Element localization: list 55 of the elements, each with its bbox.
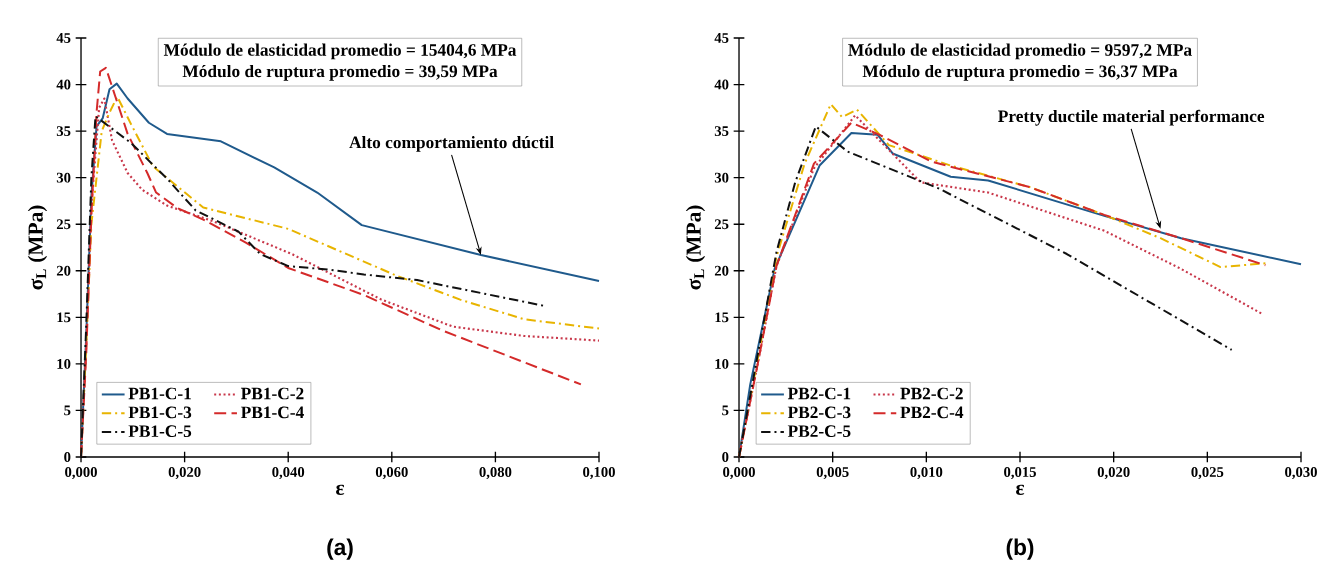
y-tick-label: 10 bbox=[715, 358, 729, 369]
x-tick-label: 0,080 bbox=[479, 467, 512, 480]
chart-title: Módulo de elasticidad promedio = 15404,6 MPa bbox=[163, 43, 517, 60]
y-tick-label: 35 bbox=[56, 126, 71, 137]
y-tick-label: 5 bbox=[722, 405, 729, 416]
legend-label: PB1-C-1 bbox=[128, 387, 191, 400]
y-tick-label: 0 bbox=[722, 452, 729, 462]
x-tick-label: 0,005 bbox=[816, 467, 849, 480]
y-tick-label: 10 bbox=[57, 358, 71, 369]
y-tick-label: 40 bbox=[714, 79, 729, 90]
y-tick-label: 45 bbox=[56, 33, 71, 43]
x-axis-title: ε bbox=[1016, 484, 1025, 495]
y-axis-title: σ$_{L}$ (MPa) bbox=[685, 205, 706, 290]
legend-label: PB2-C-3 bbox=[787, 406, 851, 419]
legend-label: PB1-C-3 bbox=[128, 406, 192, 419]
y-tick-label: 0 bbox=[64, 452, 71, 462]
y-tick-label: 15 bbox=[715, 312, 729, 323]
y-tick-label: 30 bbox=[714, 172, 729, 183]
y-tick-label: 20 bbox=[56, 265, 71, 276]
legend-label: PB1-C-4 bbox=[240, 406, 304, 419]
x-tick-label: 0,030 bbox=[1285, 467, 1317, 480]
x-tick-label: 0,020 bbox=[168, 467, 201, 480]
legend-label: PB2-C-5 bbox=[787, 425, 851, 437]
x-tick-label: 0,060 bbox=[375, 467, 408, 480]
text: Módulo de ruptura promedio = 36,37 MPa bbox=[862, 64, 1178, 81]
y-tick-label: 25 bbox=[714, 219, 729, 230]
x-tick-label: 0,040 bbox=[272, 467, 305, 480]
annotation: Alto comportamiento dúctil bbox=[349, 136, 554, 152]
chart-title: Módulo de elasticidad promedio = 9597,2 MPa bbox=[848, 43, 1192, 60]
y-tick-label: 20 bbox=[714, 265, 729, 276]
x-tick-label: 0,025 bbox=[1191, 467, 1224, 480]
y-tick-label: 5 bbox=[64, 405, 71, 416]
y-tick-label: 30 bbox=[56, 172, 71, 183]
x-axis-title: ε bbox=[336, 484, 345, 495]
y-tick-label: 15 bbox=[57, 312, 71, 323]
y-tick-label: 25 bbox=[56, 219, 71, 230]
text: (a) bbox=[327, 538, 353, 560]
annotation: Pretty ductile material performance bbox=[998, 109, 1265, 126]
legend-label: PB2-C-1 bbox=[787, 387, 851, 400]
x-tick-label: 0,100 bbox=[583, 467, 615, 480]
y-axis-title: σ$_{L}$ (MPa) bbox=[27, 205, 48, 290]
legend-label: PB1-C-5 bbox=[128, 425, 192, 437]
text: (b) bbox=[1006, 538, 1034, 560]
y-tick-label: 35 bbox=[714, 126, 729, 137]
legend-label: PB2-C-4 bbox=[900, 406, 964, 419]
y-tick-label: 45 bbox=[714, 33, 729, 43]
legend-label: PB1-C-2 bbox=[240, 387, 304, 400]
x-tick-label: 0,010 bbox=[910, 467, 943, 480]
x-tick-label: 0,020 bbox=[1097, 467, 1130, 480]
legend-label: PB2-C-2 bbox=[900, 387, 963, 400]
text: Módulo de ruptura promedio = 39,59 MPa bbox=[182, 64, 498, 81]
x-tick-label: 0,015 bbox=[1004, 467, 1036, 480]
x-tick-label: 0,000 bbox=[65, 467, 97, 480]
x-tick-label: 0,000 bbox=[723, 467, 755, 480]
y-tick-label: 40 bbox=[56, 79, 71, 90]
